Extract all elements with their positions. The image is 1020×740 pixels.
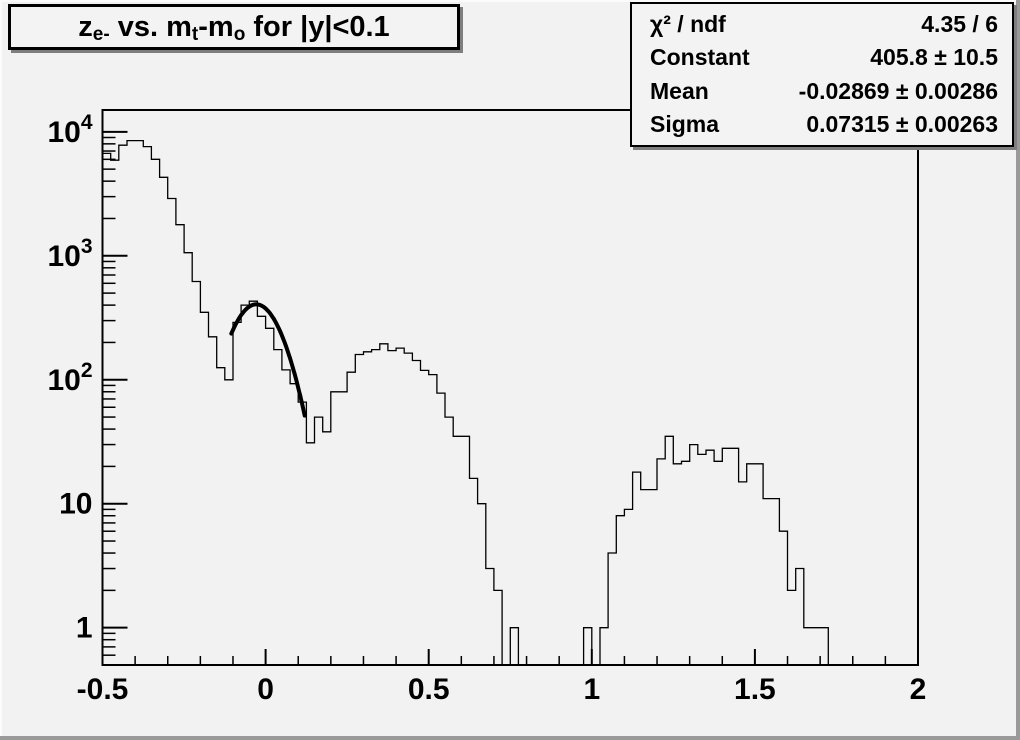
stats-row: Constant 405.8 ± 10.5 — [632, 46, 1012, 69]
x-tick-label: 0 — [257, 673, 274, 706]
fit-curve — [229, 302, 307, 418]
histogram-line — [101, 139, 918, 666]
x-tick-label: 1.5 — [734, 673, 776, 706]
stats-row: Sigma 0.07315 ± 0.00263 — [632, 110, 1012, 137]
stats-box: χ² / ndf 4.35 / 6 Constant 405.8 ± 10.5 … — [630, 2, 1014, 147]
y-tick-label: 102 — [47, 359, 92, 397]
stats-label-sigma: Sigma — [650, 110, 720, 137]
x-tick-label: 1 — [583, 673, 600, 706]
title-subscript: o — [233, 24, 246, 45]
title-subscript: t — [191, 24, 199, 45]
x-tick-label: -0.5 — [77, 673, 129, 706]
title-text: for |y|<0.1 — [245, 10, 390, 43]
stats-value-mean: -0.02869 ± 0.00286 — [798, 77, 998, 104]
y-axis-ticks: 1 10 102 103 104 — [47, 111, 128, 656]
y-tick-label: 1 — [76, 612, 93, 645]
stats-label-constant: Constant — [650, 44, 750, 71]
x-axis-labels: -0.5 0 0.5 1 1.5 2 — [77, 673, 927, 706]
title-box: z e- vs. m t -m o for |y|<0.1 — [8, 4, 460, 50]
title-text: z — [78, 10, 93, 43]
x-tick-label: 2 — [910, 673, 927, 706]
y-tick-label: 10 — [59, 488, 92, 521]
stats-row: Mean -0.02869 ± 0.00286 — [632, 77, 1012, 104]
stats-value-chi2: 4.35 / 6 — [921, 11, 998, 38]
stats-label-chi2: χ² / ndf — [650, 11, 726, 38]
y-tick-label: 104 — [47, 111, 92, 149]
y-tick-label: 103 — [47, 235, 92, 273]
title-subscript: e- — [92, 24, 110, 45]
title-text: -m — [198, 10, 234, 43]
stats-value-sigma: 0.07315 ± 0.00263 — [806, 110, 998, 137]
x-tick-label: 0.5 — [408, 673, 450, 706]
stats-label-mean: Mean — [650, 77, 709, 104]
title-text: vs. m — [109, 10, 192, 43]
stats-row: χ² / ndf 4.35 / 6 — [632, 13, 1012, 36]
stats-value-constant: 405.8 ± 10.5 — [870, 44, 998, 71]
